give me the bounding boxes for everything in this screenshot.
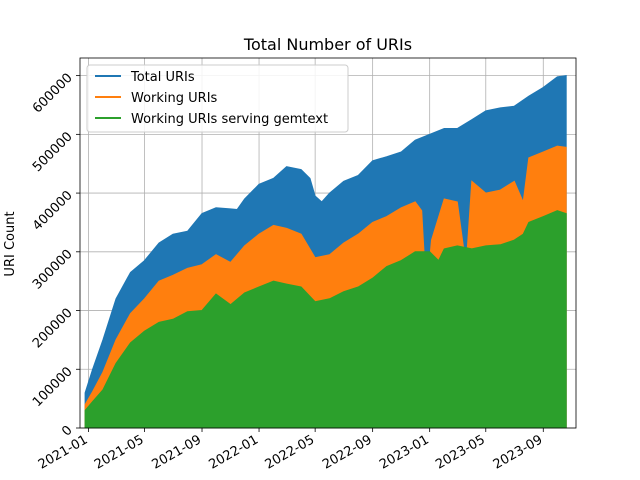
chart-title: Total Number of URIs (243, 35, 412, 54)
plot-border (79, 57, 577, 429)
plot-frame (79, 57, 577, 429)
series-areas (84, 75, 567, 429)
legend-label-2: Working URIs serving gemtext (131, 112, 328, 127)
legend-box (86, 64, 349, 133)
y-axis-label: URI Count (3, 211, 18, 276)
legend: Total URIs Working URIs Working URIs servi… (86, 64, 349, 133)
legend-label-1: Working URIs (131, 91, 218, 106)
legend-label-0: Total URIs (130, 70, 195, 85)
series-area-2 (84, 210, 567, 429)
